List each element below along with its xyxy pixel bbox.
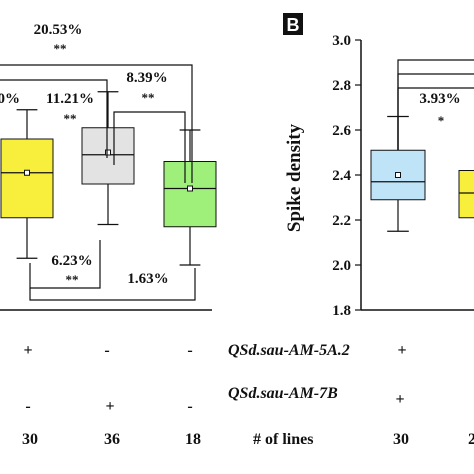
genotype-value: + [395, 391, 404, 408]
annotation-pct: 8.39% [126, 70, 167, 86]
y-tick-label: 2.6 [332, 123, 351, 139]
bracket [397, 73, 474, 152]
bracket-6-23 [29, 240, 101, 289]
genotype-value: + [397, 342, 406, 359]
box [0, 138, 54, 219]
genotype-value: - [104, 342, 109, 359]
y-tick-label: 2.2 [332, 213, 351, 229]
panel-a-genotype-table: + - - QSd.sau-AM-5A.2 - + - QSd.sau-AM-7… [22, 342, 350, 448]
genotype-value: + [105, 398, 114, 415]
genotype-value: 36 [104, 431, 120, 448]
genotype-value: - [25, 398, 30, 415]
annotation-sig: ** [142, 90, 155, 105]
panel-b-genotype-table: + + 30 2 [393, 342, 474, 448]
box-mean-marker [395, 172, 401, 178]
y-tick-labels: 1.8 2.0 2.2 2.4 2.6 2.8 3.0 [332, 33, 351, 319]
annotation-pct: 3.93% [419, 91, 460, 107]
panel-label-bg [283, 13, 303, 35]
genotype-value: + [23, 342, 32, 359]
panel-a: 20.53% ** 10% 11.21% ** 8.39% ** 6.23% *… [0, 22, 350, 448]
panel-b-axes [355, 39, 474, 311]
annotation-pct: 6.23% [51, 253, 92, 269]
genotype-value: 18 [185, 431, 201, 448]
annotation-pct: 11.21% [46, 91, 94, 107]
y-tick-label: 2.0 [332, 258, 351, 274]
bracket-20-53 [0, 64, 193, 183]
genotype-value: 2 [468, 431, 474, 448]
genotype-row-label: QSd.sau-AM-5A.2 [228, 342, 350, 359]
box-mean-marker [187, 185, 193, 192]
panel-b-boxes [370, 115, 474, 232]
annotation-pct: 10% [0, 91, 20, 107]
genotype-value: - [187, 342, 192, 359]
annotation-pct: 20.53% [34, 22, 83, 38]
y-tick-label: 2.8 [332, 78, 351, 94]
bracket-10 [0, 79, 108, 158]
panel-a-boxes [0, 91, 217, 266]
bracket-8-39 [113, 111, 186, 183]
panel-a-annotations: 20.53% ** 10% 11.21% ** 8.39% ** 6.23% *… [0, 22, 169, 287]
panel-a-brackets [0, 64, 196, 301]
bracket-1-63 [29, 268, 196, 301]
y-axis-label: Spike density [284, 123, 305, 232]
annotation-sig: * [438, 113, 445, 128]
genotype-row-label: # of lines [253, 431, 313, 448]
annotation-sig: ** [64, 111, 77, 126]
box-mean-marker [105, 149, 111, 156]
y-tick-label: 1.8 [332, 303, 351, 319]
box [81, 127, 135, 185]
panel-label: B [287, 15, 300, 35]
box [163, 161, 217, 228]
genotype-value: 30 [22, 431, 38, 448]
genotype-row-label: QSd.sau-AM-7B [228, 385, 338, 402]
annotation-pct: 1.63% [127, 271, 168, 287]
box-mean-marker [24, 169, 30, 176]
annotation-sig: ** [66, 272, 79, 287]
genotype-value: 30 [393, 431, 409, 448]
genotype-value: - [187, 398, 192, 415]
y-tick-label: 2.4 [332, 168, 351, 184]
y-tick-label: 3.0 [332, 33, 351, 49]
annotation-sig: ** [54, 41, 67, 56]
panel-b: B Spike density 1.8 2.0 2.2 2.4 2.6 2.8 3.0 3.… [283, 13, 474, 448]
box [458, 170, 474, 219]
